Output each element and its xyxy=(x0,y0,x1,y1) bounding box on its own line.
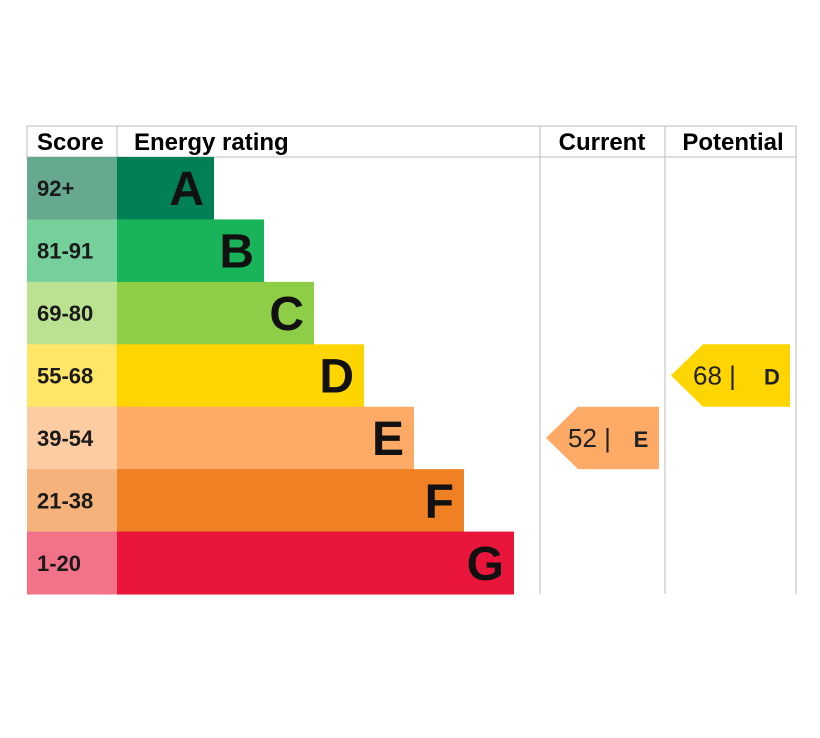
score-cell xyxy=(27,157,117,220)
rating-letter: C xyxy=(269,288,304,341)
score-label: 81-91 xyxy=(37,239,93,264)
rating-letter: B xyxy=(219,226,254,279)
current-indicator: 52 | E xyxy=(546,406,659,470)
current-indicator-letter: E xyxy=(634,427,649,452)
score-cell xyxy=(27,406,117,470)
score-label: 69-80 xyxy=(37,301,93,326)
score-cell xyxy=(27,469,117,533)
rating-bar xyxy=(117,281,314,345)
score-cell xyxy=(27,344,117,408)
band-c: 69-80 C xyxy=(27,281,314,345)
rating-indicators: 52 | E 68 | D xyxy=(546,344,790,470)
header-potential: Potential xyxy=(682,129,783,156)
rating-bar xyxy=(117,469,464,533)
rating-bar xyxy=(117,531,514,595)
rating-letter: F xyxy=(425,475,454,528)
rating-bar xyxy=(117,406,414,470)
header-row: Score Energy rating Current Potential xyxy=(37,129,784,156)
band-f: 21-38 F xyxy=(27,469,464,533)
score-cell xyxy=(27,281,117,345)
rating-letter: A xyxy=(169,163,204,216)
rating-bands: 92+ A 81-91 B 69-80 C 55-68 D 39-54 E 21-38 F 1-20 G xyxy=(27,157,514,595)
score-label: 39-54 xyxy=(37,426,94,451)
score-label: 1-20 xyxy=(37,551,81,576)
rating-letter: E xyxy=(372,413,404,466)
potential-indicator-arrow xyxy=(671,344,790,407)
potential-indicator-letter: D xyxy=(764,365,780,390)
current-indicator-value: 52 | xyxy=(568,423,611,453)
header-current: Current xyxy=(559,129,646,156)
score-label: 21-38 xyxy=(37,488,93,513)
band-b: 81-91 B xyxy=(27,219,264,283)
score-label: 92+ xyxy=(37,176,74,201)
band-a: 92+ A xyxy=(27,157,214,220)
rating-bar xyxy=(117,344,364,408)
band-e: 39-54 E xyxy=(27,406,414,470)
current-indicator-arrow xyxy=(546,406,659,470)
rating-bar xyxy=(117,157,214,220)
potential-indicator: 68 | D xyxy=(671,344,790,407)
score-cell xyxy=(27,531,117,595)
rating-letter: D xyxy=(319,351,354,404)
rating-letter: G xyxy=(467,538,504,591)
band-g: 1-20 G xyxy=(27,531,514,595)
rating-bar xyxy=(117,219,264,283)
header-energy-rating: Energy rating xyxy=(134,129,289,156)
score-cell xyxy=(27,219,117,283)
score-label: 55-68 xyxy=(37,364,93,389)
potential-indicator-value: 68 | xyxy=(693,361,736,391)
band-d: 55-68 D xyxy=(27,344,364,408)
header-score: Score xyxy=(37,129,104,156)
